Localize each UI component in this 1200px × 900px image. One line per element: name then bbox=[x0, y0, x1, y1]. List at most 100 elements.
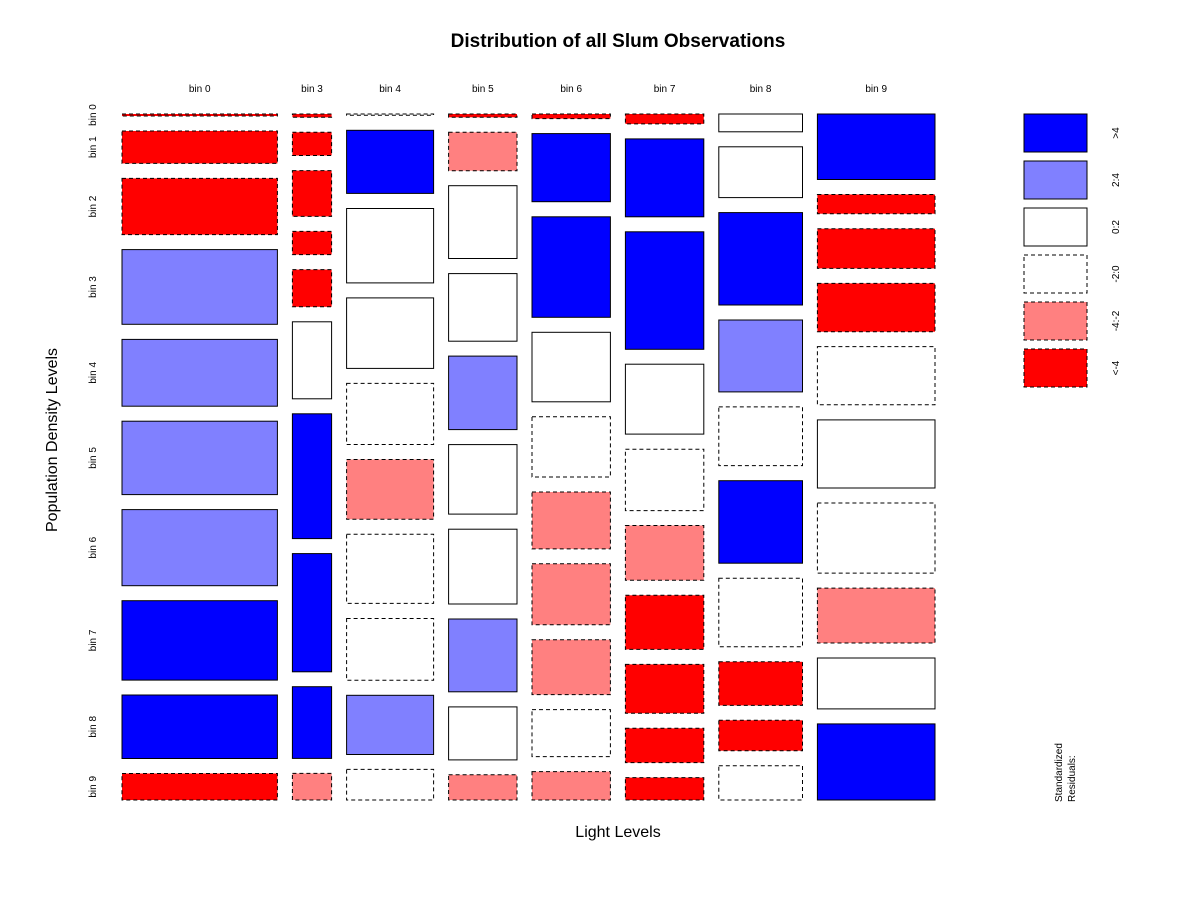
mosaic-cell-bin-8-bin-0 bbox=[718, 113, 803, 133]
mosaic-cell-bin-9-bin-6 bbox=[816, 502, 936, 574]
mosaic-cell-bin-3-bin-7 bbox=[291, 553, 333, 673]
mosaic-cell-bin-7-bin-1 bbox=[624, 138, 705, 218]
legend-label-5: -4:-2 bbox=[1111, 310, 1122, 331]
mosaic-cell-bin-9-bin-9 bbox=[816, 723, 936, 801]
x-axis-title: Light Levels bbox=[575, 824, 660, 841]
mosaic-cell-bin-7-bin-0 bbox=[624, 113, 705, 125]
row-label-bin-5: bin 5 bbox=[88, 447, 99, 469]
mosaic-cells bbox=[121, 113, 936, 801]
mosaic-cell-bin-9-bin-8 bbox=[816, 657, 936, 710]
mosaic-cell-bin-8-bin-4 bbox=[718, 406, 803, 467]
mosaic-cell-bin-3-bin-5 bbox=[291, 321, 333, 400]
mosaic-cell-bin-4-bin-2 bbox=[346, 208, 435, 284]
mosaic-cell-bin-7-bin-8 bbox=[624, 727, 705, 764]
chart-title: Distribution of all Slum Observations bbox=[451, 31, 786, 52]
mosaic-cell-bin-8-bin-8 bbox=[718, 719, 803, 752]
column-label-bin-4: bin 4 bbox=[379, 84, 401, 95]
legend-title: Standardized Residuals: bbox=[1054, 743, 1078, 802]
row-label-bin-2: bin 2 bbox=[88, 195, 99, 217]
row-label-bin-9: bin 9 bbox=[88, 776, 99, 798]
mosaic-cell-bin-0-bin-8 bbox=[121, 694, 278, 759]
column-label-bin-7: bin 7 bbox=[654, 84, 676, 95]
legend-entries: >4 2:4 0:2 -2:0 -4:-2 <-4 bbox=[1023, 113, 1122, 388]
mosaic-cell-bin-0-bin-4 bbox=[121, 338, 278, 407]
legend-label-3: 0:2 bbox=[1111, 220, 1122, 234]
mosaic-cell-bin-7-bin-3 bbox=[624, 363, 705, 435]
mosaic-cell-bin-9-bin-1 bbox=[816, 194, 936, 215]
mosaic-cell-bin-6-bin-9 bbox=[531, 771, 611, 801]
mosaic-cell-bin-5-bin-7 bbox=[448, 618, 518, 693]
column-label-bin-0: bin 0 bbox=[189, 84, 211, 95]
mosaic-cell-bin-0-bin-2 bbox=[121, 177, 278, 236]
column-label-bin-3: bin 3 bbox=[301, 84, 323, 95]
mosaic-cell-bin-8-bin-5 bbox=[718, 480, 803, 564]
mosaic-cell-bin-7-bin-7 bbox=[624, 663, 705, 714]
legend-swatch-6 bbox=[1023, 348, 1088, 388]
row-label-bin-3: bin 3 bbox=[88, 276, 99, 298]
mosaic-cell-bin-3-bin-6 bbox=[291, 413, 333, 540]
mosaic-cell-bin-4-bin-1 bbox=[346, 129, 435, 194]
mosaic-cell-bin-9-bin-4 bbox=[816, 346, 936, 406]
mosaic-cell-bin-0-bin-6 bbox=[121, 509, 278, 587]
mosaic-cell-bin-8-bin-2 bbox=[718, 212, 803, 306]
mosaic-cell-bin-4-bin-7 bbox=[346, 618, 435, 681]
legend-swatch-2 bbox=[1023, 160, 1088, 200]
legend-label-2: 2:4 bbox=[1111, 173, 1122, 187]
column-label-bin-8: bin 8 bbox=[750, 84, 772, 95]
mosaic-cell-bin-9-bin-0 bbox=[816, 113, 936, 180]
mosaic-cell-bin-5-bin-6 bbox=[448, 528, 518, 605]
mosaic-cell-bin-6-bin-1 bbox=[531, 133, 611, 203]
mosaic-cell-bin-0-bin-5 bbox=[121, 420, 278, 496]
mosaic-cell-bin-4-bin-6 bbox=[346, 533, 435, 604]
mosaic-cell-bin-6-bin-0 bbox=[531, 113, 611, 120]
column-label-bin-6: bin 6 bbox=[560, 84, 582, 95]
mosaic-cell-bin-9-bin-5 bbox=[816, 419, 936, 489]
mosaic-cell-bin-5-bin-9 bbox=[448, 774, 518, 801]
legend-label-4: -2:0 bbox=[1111, 265, 1122, 283]
mosaic-cell-bin-5-bin-1 bbox=[448, 131, 518, 172]
column-labels: bin 0 bin 3 bin 4 bin 5 bin 6 bin 7 bin 8 bin 9 bbox=[189, 84, 888, 95]
row-label-bin-1: bin 1 bbox=[88, 136, 99, 158]
mosaic-cell-bin-7-bin-9 bbox=[624, 777, 705, 801]
mosaic-cell-bin-9-bin-3 bbox=[816, 282, 936, 333]
mosaic-cell-bin-3-bin-0 bbox=[291, 113, 333, 118]
mosaic-cell-bin-3-bin-3 bbox=[291, 230, 333, 256]
row-label-bin-0: bin 0 bbox=[88, 104, 99, 126]
mosaic-cell-bin-8-bin-3 bbox=[718, 319, 803, 393]
mosaic-cell-bin-6-bin-8 bbox=[531, 709, 611, 758]
mosaic-cell-bin-5-bin-0 bbox=[448, 113, 518, 118]
legend-swatch-5 bbox=[1023, 301, 1088, 341]
y-axis-title: Population Density Levels bbox=[44, 348, 61, 532]
mosaic-cell-bin-0-bin-3 bbox=[121, 249, 278, 325]
legend: >4 2:4 0:2 -2:0 -4:-2 <-4 Standardized Residua… bbox=[1023, 113, 1122, 802]
mosaic-cell-bin-7-bin-5 bbox=[624, 525, 705, 581]
mosaic-cell-bin-5-bin-5 bbox=[448, 444, 518, 515]
mosaic-cell-bin-6-bin-4 bbox=[531, 416, 611, 478]
mosaic-cell-bin-6-bin-2 bbox=[531, 216, 611, 318]
mosaic-cell-bin-5-bin-4 bbox=[448, 355, 518, 431]
column-label-bin-5: bin 5 bbox=[472, 84, 494, 95]
mosaic-cell-bin-7-bin-2 bbox=[624, 231, 705, 350]
mosaic-cell-bin-7-bin-6 bbox=[624, 594, 705, 650]
mosaic-cell-bin-8-bin-1 bbox=[718, 146, 803, 199]
mosaic-cell-bin-6-bin-6 bbox=[531, 563, 611, 626]
mosaic-cell-bin-5-bin-3 bbox=[448, 273, 518, 342]
mosaic-cell-bin-0-bin-9 bbox=[121, 773, 278, 801]
row-label-bin-6: bin 6 bbox=[88, 536, 99, 558]
row-labels: bin 0 bin 1 bin 2 bin 3 bin 4 bin 5 bin 6 bin 7… bbox=[88, 104, 99, 798]
legend-swatch-4 bbox=[1023, 254, 1088, 294]
mosaic-cell-bin-3-bin-1 bbox=[291, 131, 333, 157]
legend-swatch-1 bbox=[1023, 113, 1088, 153]
mosaic-cell-bin-6-bin-7 bbox=[531, 639, 611, 696]
mosaic-cell-bin-0-bin-0 bbox=[121, 113, 278, 117]
mosaic-cell-bin-3-bin-2 bbox=[291, 170, 333, 217]
mosaic-cell-bin-9-bin-2 bbox=[816, 228, 936, 269]
mosaic-cell-bin-4-bin-3 bbox=[346, 297, 435, 369]
legend-swatch-3 bbox=[1023, 207, 1088, 247]
mosaic-cell-bin-8-bin-9 bbox=[718, 765, 803, 801]
row-label-bin-4: bin 4 bbox=[88, 362, 99, 384]
mosaic-cell-bin-8-bin-7 bbox=[718, 661, 803, 706]
mosaic-cell-bin-5-bin-8 bbox=[448, 706, 518, 761]
column-label-bin-9: bin 9 bbox=[865, 84, 887, 95]
